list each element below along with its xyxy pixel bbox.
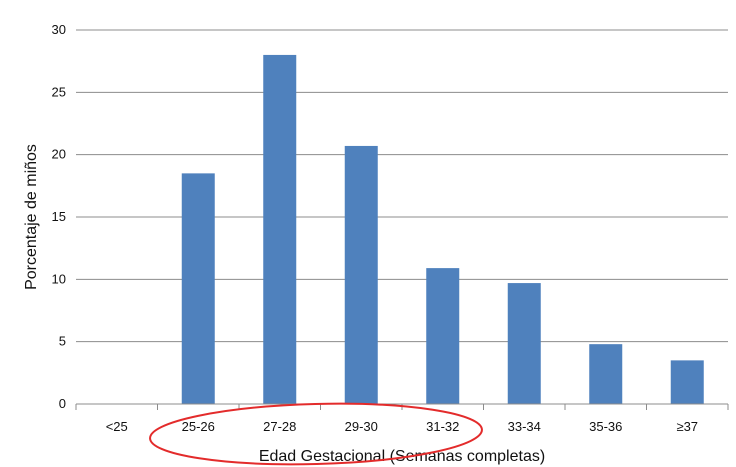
bar-5 (426, 268, 460, 404)
y-tick-label: 25 (52, 84, 66, 99)
x-tick-label: 25-26 (182, 419, 215, 434)
x-tick-label: ≥37 (676, 419, 698, 434)
bar-4 (344, 145, 378, 404)
x-tick-label: 27-28 (263, 419, 296, 434)
y-tick-label: 10 (52, 271, 66, 286)
y-tick-label: 30 (52, 22, 66, 37)
gridlines (76, 29, 728, 343)
y-tick-labels: 0 5 10 15 20 25 30 (52, 22, 66, 411)
y-tick-label: 20 (52, 147, 66, 162)
x-axis-title: Edad Gestacional (Semanas completas) (259, 448, 545, 465)
bar-3 (263, 54, 297, 404)
bar-8 (670, 360, 704, 404)
y-tick-label: 15 (52, 209, 66, 224)
x-tick-label: 35-36 (589, 419, 622, 434)
x-tick-label: <25 (106, 419, 128, 434)
x-tick-labels: <25 25-26 27-28 29-30 31-32 33-34 35-36 ≥37 (75, 404, 729, 434)
x-tick-label: 29-30 (345, 419, 378, 434)
bar-2 (181, 173, 215, 404)
highlight-ellipse-annotation (149, 402, 483, 466)
y-axis-title: Porcentaje de miños (23, 144, 40, 290)
x-tick-label: 31-32 (426, 419, 459, 434)
y-tick-label: 0 (59, 396, 66, 411)
x-tick-label: 33-34 (508, 419, 541, 434)
bar-6 (507, 283, 541, 404)
bar-7 (589, 344, 623, 404)
y-tick-label: 5 (59, 334, 66, 349)
bars (181, 54, 704, 404)
